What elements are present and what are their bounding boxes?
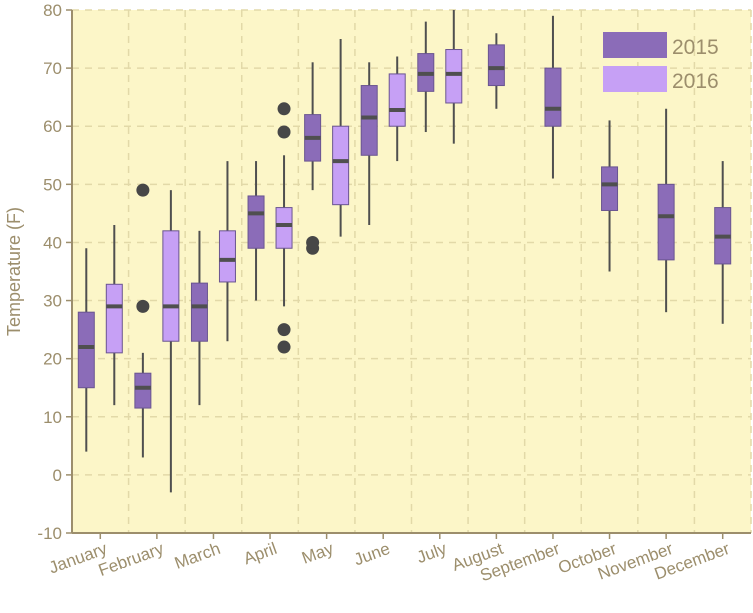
box-2016-april (275, 102, 293, 354)
box-2016-march (218, 161, 236, 342)
box-2015-january (77, 248, 95, 452)
box-2016-july (445, 10, 463, 144)
legend-label-2016: 2016 (672, 70, 719, 93)
outlier-point (306, 235, 320, 249)
outlier-point (277, 102, 291, 116)
y-tick-label: 40 (43, 233, 62, 252)
outlier-point (277, 340, 291, 354)
box-body (247, 195, 265, 249)
box-2015-march (190, 230, 208, 406)
x-tick-label: March (172, 539, 223, 573)
legend-swatch-2015 (603, 32, 667, 58)
y-axis-label: Temperature (F) (4, 207, 24, 336)
box-body (487, 44, 505, 87)
box-2015-december (714, 161, 732, 324)
box-2016-february (162, 190, 180, 493)
legend-label-2015: 2015 (672, 36, 719, 59)
box-2016-june (388, 56, 406, 162)
box-2015-august (487, 33, 505, 109)
box-body (360, 85, 378, 156)
box-body (105, 283, 123, 354)
box-2015-october (601, 120, 619, 272)
y-tick-label: -10 (37, 524, 62, 543)
y-tick-label: 60 (43, 117, 62, 136)
y-tick-label: 20 (43, 350, 62, 369)
box-2015-july (417, 21, 435, 133)
x-tick-label: June (351, 539, 392, 569)
outlier-point (136, 183, 150, 197)
box-body (162, 230, 180, 342)
box-2015-may (304, 62, 322, 255)
box-2015-september (544, 15, 562, 179)
outlier-point (277, 323, 291, 337)
box-body (388, 73, 406, 127)
box-2016-may (332, 39, 350, 237)
x-tick-label: April (241, 539, 279, 568)
box-body (134, 372, 152, 409)
y-tick-label: 0 (53, 466, 62, 485)
box-series (77, 10, 732, 493)
legend: 2015 2016 (603, 32, 719, 93)
box-body (218, 230, 236, 283)
x-tick-label: July (414, 539, 449, 567)
box-2015-february (134, 183, 152, 458)
box-body (190, 282, 208, 342)
y-tick-label: 50 (43, 175, 62, 194)
y-tick-label: 10 (43, 408, 62, 427)
box-body (601, 166, 619, 211)
y-tick-label: 30 (43, 292, 62, 311)
legend-swatch-2016 (603, 66, 667, 92)
box-body (77, 311, 95, 389)
x-tick-label: May (299, 539, 336, 568)
box-2015-april (247, 161, 265, 301)
outlier-point (277, 125, 291, 139)
box-body (445, 49, 463, 104)
box-body (544, 67, 562, 127)
box-body (657, 183, 675, 261)
box-body (332, 125, 350, 206)
y-tick-label: 80 (43, 1, 62, 20)
x-tick-label: February (96, 539, 167, 580)
box-2015-june (360, 62, 378, 226)
box-body (275, 207, 293, 249)
y-tick-label: 70 (43, 59, 62, 78)
box-2015-november (657, 108, 675, 313)
outlier-point (136, 299, 150, 313)
box-2016-january (105, 225, 123, 406)
